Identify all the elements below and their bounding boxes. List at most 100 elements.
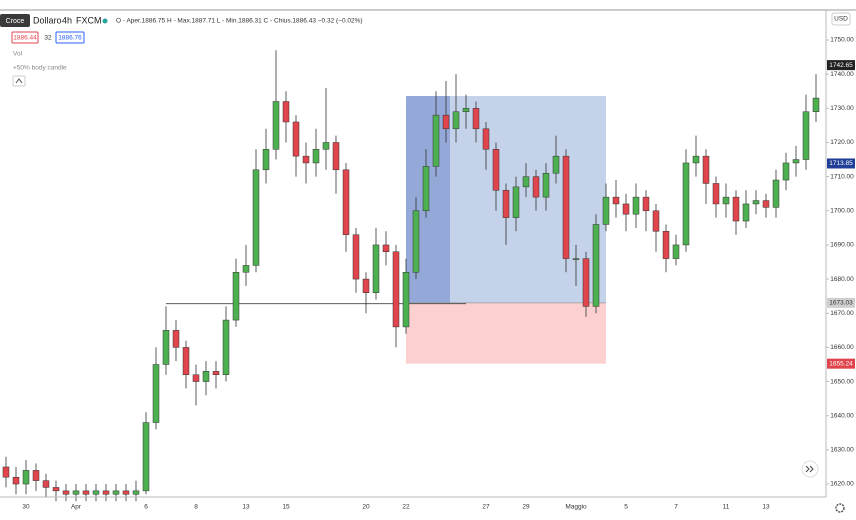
price-label: 1742.65 — [829, 62, 853, 69]
price-label-box — [827, 297, 855, 308]
x-tick-label: 5 — [624, 504, 628, 511]
candle-body — [492, 149, 500, 191]
x-tick-label: 13 — [242, 504, 250, 511]
ask-box[interactable] — [55, 31, 85, 44]
candle-body — [652, 210, 660, 232]
y-tick-label: 1620.00 — [830, 481, 854, 488]
candle-body — [312, 149, 320, 164]
y-tick-label: 1740.00 — [830, 71, 854, 78]
candle-body — [72, 490, 80, 495]
candle-body — [442, 114, 450, 130]
candle-body — [762, 200, 770, 208]
candle-body — [632, 196, 640, 215]
y-tick-label: 1630.00 — [830, 447, 854, 454]
candle-body — [462, 108, 470, 112]
candle-body — [352, 234, 360, 280]
market-status — [102, 18, 108, 24]
x-tick-label: Apr — [71, 504, 82, 511]
candle-body — [202, 371, 210, 382]
x-tick-label: 29 — [522, 504, 530, 511]
candle-body — [192, 374, 200, 382]
x-tick-label: 20 — [362, 504, 370, 511]
indicator[interactable]: Vol — [13, 51, 23, 58]
y-tick-label: 1660.00 — [830, 344, 854, 351]
price-label-box — [827, 60, 855, 71]
candle-body — [392, 251, 400, 328]
y-tick-label: 1750.00 — [830, 37, 854, 44]
candle-body — [722, 196, 730, 205]
candle-body — [382, 244, 390, 253]
candle-body — [512, 186, 520, 218]
candle-body — [92, 490, 100, 495]
candle-body — [252, 169, 260, 266]
scroll-button[interactable] — [801, 460, 819, 478]
candle-body — [752, 200, 760, 205]
candle-body — [402, 272, 410, 328]
x-tick-label: 6 — [144, 504, 148, 511]
candle-body — [552, 155, 560, 174]
interval[interactable]: 4h — [62, 15, 72, 25]
candle-body — [22, 470, 30, 485]
tooltip-box — [0, 14, 30, 27]
candle-body — [622, 203, 630, 215]
candle-body — [412, 210, 420, 273]
spread: 32 — [44, 35, 52, 42]
candle-body — [542, 172, 550, 198]
y-tick-label: 1650.00 — [830, 378, 854, 385]
candle-body — [172, 330, 180, 348]
candle-body — [12, 476, 20, 485]
price-label: 1673.03 — [829, 300, 853, 307]
candle-body — [152, 364, 160, 423]
source: FXCM — [76, 15, 102, 25]
candle-body — [572, 258, 580, 260]
candle-body — [802, 111, 810, 160]
bid-box[interactable] — [11, 31, 39, 44]
x-tick-label: 8 — [194, 504, 198, 511]
price-label: 1655.24 — [829, 360, 853, 367]
x-tick-label: 11 — [723, 504, 730, 511]
candle-body — [772, 179, 780, 208]
ohlc-legend: O - Aper.1886.75 H - Max.1887.71 L - Min… — [116, 18, 363, 25]
collapse-icon — [15, 78, 23, 84]
symbol[interactable]: Dollaro — [33, 15, 62, 25]
candle-body — [322, 142, 330, 150]
candle-body — [452, 111, 460, 130]
candle-body — [712, 183, 720, 205]
currency-box[interactable] — [831, 12, 851, 26]
candle-body — [662, 231, 670, 259]
y-tick-label: 1720.00 — [830, 139, 854, 146]
candle-body — [362, 278, 370, 294]
candle-body — [212, 371, 220, 375]
candle-body — [702, 155, 710, 184]
candle-body — [582, 258, 590, 307]
candle-body — [42, 480, 50, 488]
price-label-box — [827, 158, 855, 169]
candle-body — [592, 224, 600, 307]
x-tick-label: 30 — [22, 504, 30, 511]
candle-body — [82, 490, 90, 495]
ask: 1886.76 — [58, 35, 82, 42]
candle-body — [52, 487, 60, 492]
candle-body — [422, 166, 430, 212]
candle-body — [782, 162, 790, 181]
x-tick-label: 7 — [674, 504, 678, 511]
candle-body — [302, 155, 310, 164]
candle-body — [682, 162, 690, 246]
y-tick-label: 1700.00 — [830, 208, 854, 215]
candle-body — [292, 121, 300, 157]
indicator[interactable]: +50% body candle — [13, 65, 67, 72]
currency: USD — [834, 16, 848, 23]
candle-body — [342, 169, 350, 235]
candle-body — [162, 330, 170, 365]
candle-body — [562, 155, 570, 259]
candle-body — [482, 128, 490, 150]
y-tick-label: 1710.00 — [830, 173, 854, 180]
candle-body — [642, 196, 650, 212]
candle-body — [112, 490, 120, 495]
x-tick-label: 22 — [402, 504, 410, 511]
candle-body — [732, 196, 740, 222]
y-tick-label: 1670.00 — [830, 310, 854, 317]
settings-button[interactable] — [835, 503, 845, 513]
collapse-button[interactable] — [12, 75, 26, 87]
candle-body — [792, 159, 800, 164]
